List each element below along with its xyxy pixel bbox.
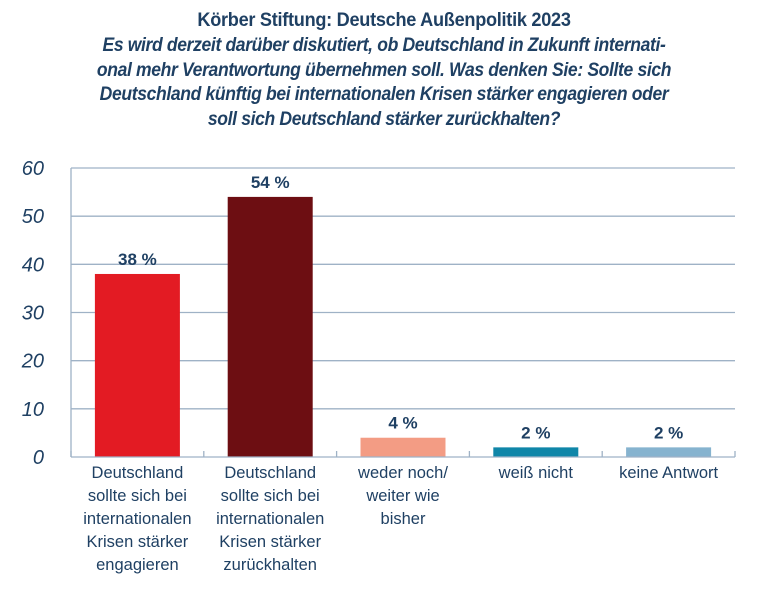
bar [626, 447, 712, 457]
category-label: internationalen [216, 510, 324, 528]
y-tick-label: 10 [22, 399, 44, 421]
category-label: bisher [381, 510, 426, 528]
y-tick-label: 0 [33, 447, 44, 469]
value-label: 54 % [251, 173, 290, 192]
bar [94, 273, 180, 457]
chart-subtitle: Es wird derzeit darüber diskutiert, ob D… [24, 33, 744, 131]
value-label: 4 % [388, 414, 417, 433]
category-label: internationalen [83, 510, 191, 528]
title-block: Körber Stiftung: Deutsche Außenpolitik 2… [0, 8, 768, 131]
bar [227, 196, 313, 457]
category-label: sollte sich bei [221, 487, 320, 505]
category-label: Krisen stärker [219, 533, 321, 551]
category-label: weder noch/ [357, 464, 448, 482]
value-label: 2 % [654, 423, 683, 442]
y-tick-label: 50 [22, 206, 44, 228]
subtitle-line: soll sich Deutschland stärker zurückhalt… [207, 107, 561, 130]
y-tick-label: 30 [22, 303, 44, 325]
value-label: 2 % [521, 423, 550, 442]
category-label: weiß nicht [498, 464, 574, 482]
category-label: Deutschland [92, 464, 184, 482]
bar [493, 447, 579, 457]
bar [360, 437, 446, 457]
y-tick-label: 20 [21, 351, 44, 373]
subtitle-line: Es wird derzeit darüber diskutiert, ob D… [102, 34, 666, 56]
value-label: 38 % [118, 250, 157, 269]
subtitle-line: onal mehr Verantwortung übernehmen soll.… [96, 58, 672, 81]
y-tick-label: 60 [22, 158, 44, 180]
category-label: weiter wie [365, 487, 439, 505]
category-label: Deutschland [224, 464, 316, 482]
category-label: engagieren [96, 556, 179, 574]
category-label: sollte sich bei [88, 487, 187, 505]
category-label: keine Antwort [619, 464, 718, 482]
subtitle-line: Deutschland künftig bei internationalen … [99, 83, 669, 105]
chart-title: Körber Stiftung: Deutsche Außenpolitik 2… [197, 9, 571, 31]
category-label: Krisen stärker [87, 533, 189, 551]
category-label: zurückhalten [223, 556, 317, 574]
y-tick-label: 40 [22, 254, 44, 276]
